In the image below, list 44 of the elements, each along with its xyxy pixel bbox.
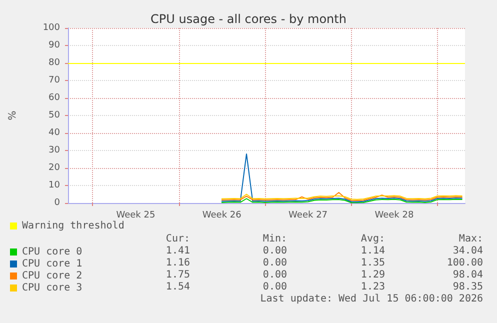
text: 1.54 <box>166 282 190 292</box>
text: Max: <box>458 234 484 244</box>
chart-title: CPU usage - all cores - by month <box>150 12 346 26</box>
y-tick-label: 70 <box>48 76 60 86</box>
x-tick-label: Week 26 <box>202 210 242 220</box>
text: 1.16 <box>166 258 190 268</box>
text: Last update: Wed Jul 15 06:00:00 2026 <box>260 294 484 304</box>
text: 1.41 <box>166 246 190 256</box>
y-tick-label: 60 <box>48 93 60 103</box>
text: Min: <box>262 234 288 244</box>
x-tick-label: Week 28 <box>374 210 414 220</box>
legend-label: CPU core 2 <box>22 270 82 282</box>
y-tick-label: 100 <box>42 23 60 33</box>
text: 0.00 <box>262 282 288 292</box>
x-tick-label: Week 27 <box>288 210 328 220</box>
legend-label: CPU core 0 <box>22 246 82 258</box>
legend-label: CPU core 1 <box>22 258 82 270</box>
text: 1.23 <box>360 282 386 292</box>
text: 0.00 <box>262 270 288 280</box>
text: 0.00 <box>262 258 288 268</box>
legend-label: Warning threshold <box>22 220 124 232</box>
y-tick-label: 30 <box>48 146 60 156</box>
y-axis-title: % <box>8 110 18 120</box>
text: 1.35 <box>360 258 386 268</box>
text: 34.04 <box>452 246 484 256</box>
legend-label: CPU core 3 <box>22 282 82 294</box>
text: Avg: <box>360 234 386 244</box>
y-tick-label: 80 <box>48 58 60 68</box>
y-tick-label: 10 <box>48 180 60 190</box>
y-tick-label: 90 <box>48 40 60 50</box>
text: 1.14 <box>360 246 386 256</box>
y-tick-label: 20 <box>48 163 60 173</box>
y-tick-label: 0 <box>54 198 60 208</box>
y-tick-label: 40 <box>48 128 60 138</box>
text: Cur: <box>166 234 190 244</box>
text: 98.35 <box>452 282 484 292</box>
x-tick-label: Week 25 <box>116 210 156 220</box>
text: 98.04 <box>452 270 484 280</box>
text: 1.29 <box>360 270 386 280</box>
y-tick-label: 50 <box>48 110 60 120</box>
line-series <box>221 154 462 202</box>
text: 1.75 <box>166 270 190 280</box>
text: 0.00 <box>262 246 288 256</box>
text: 100.00 <box>446 258 483 268</box>
